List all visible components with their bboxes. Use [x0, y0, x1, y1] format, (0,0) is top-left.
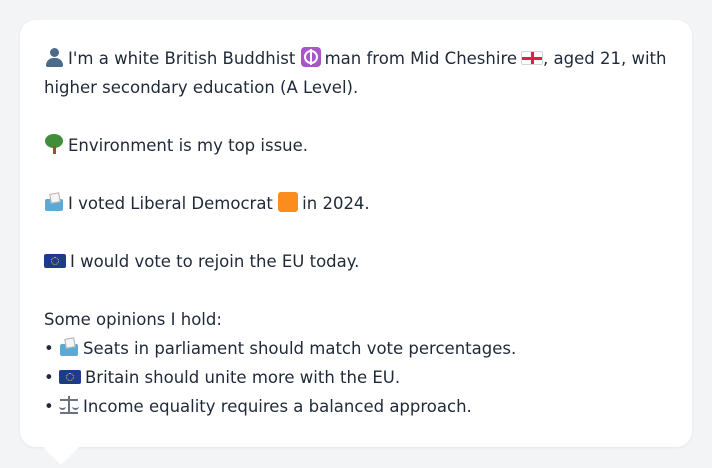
opinions-list: • Seats in parliament should match vote …: [44, 334, 668, 421]
eu-flag-icon: [58, 370, 81, 384]
england-flag-icon: [521, 51, 544, 65]
top-issue-paragraph: Environment is my top issue.: [44, 131, 668, 160]
balance-scale-icon: [58, 395, 79, 415]
opinion-text: Britain should unite more with the EU.: [84, 368, 401, 387]
opinion-text: Seats in parliament should match vote pe…: [82, 339, 517, 358]
intro-paragraph: I'm a white British Buddhist man from Mi…: [44, 44, 668, 102]
intro-text-1: I'm a white British Buddhist: [68, 49, 296, 68]
eu-stance-text: I would vote to rejoin the EU today.: [70, 252, 360, 271]
vote-text-1: I voted Liberal Democrat: [68, 194, 273, 213]
eu-flag-icon: [44, 254, 66, 268]
top-issue-text: Environment is my top issue.: [68, 136, 309, 155]
ballot-box-icon: [59, 337, 79, 357]
person-silhouette-icon: [44, 47, 64, 67]
list-item: • Income equality requires a balanced ap…: [44, 395, 472, 416]
opinions-title: Some opinions I hold:: [44, 310, 222, 329]
orange-square-icon: [278, 192, 299, 212]
dharma-wheel-icon: [300, 47, 321, 67]
intro-text-2: man from Mid Cheshire: [324, 49, 518, 68]
list-item: • Britain should unite more with the EU.: [44, 368, 401, 387]
intro-text-3: , aged 21, with higher secondary educati…: [44, 49, 667, 97]
profile-speech-bubble: I'm a white British Buddhist man from Mi…: [20, 20, 692, 447]
vote-text-2: in 2024.: [302, 194, 370, 213]
tree-icon: [44, 134, 64, 154]
speech-bubble-tail: [42, 446, 80, 465]
eu-stance-paragraph: I would vote to rejoin the EU today.: [44, 247, 668, 276]
opinion-text: Income equality requires a balanced appr…: [82, 397, 472, 416]
ballot-box-icon: [44, 192, 64, 212]
list-item: • Seats in parliament should match vote …: [44, 337, 517, 358]
vote-paragraph: I voted Liberal Democrat in 2024.: [44, 189, 668, 218]
